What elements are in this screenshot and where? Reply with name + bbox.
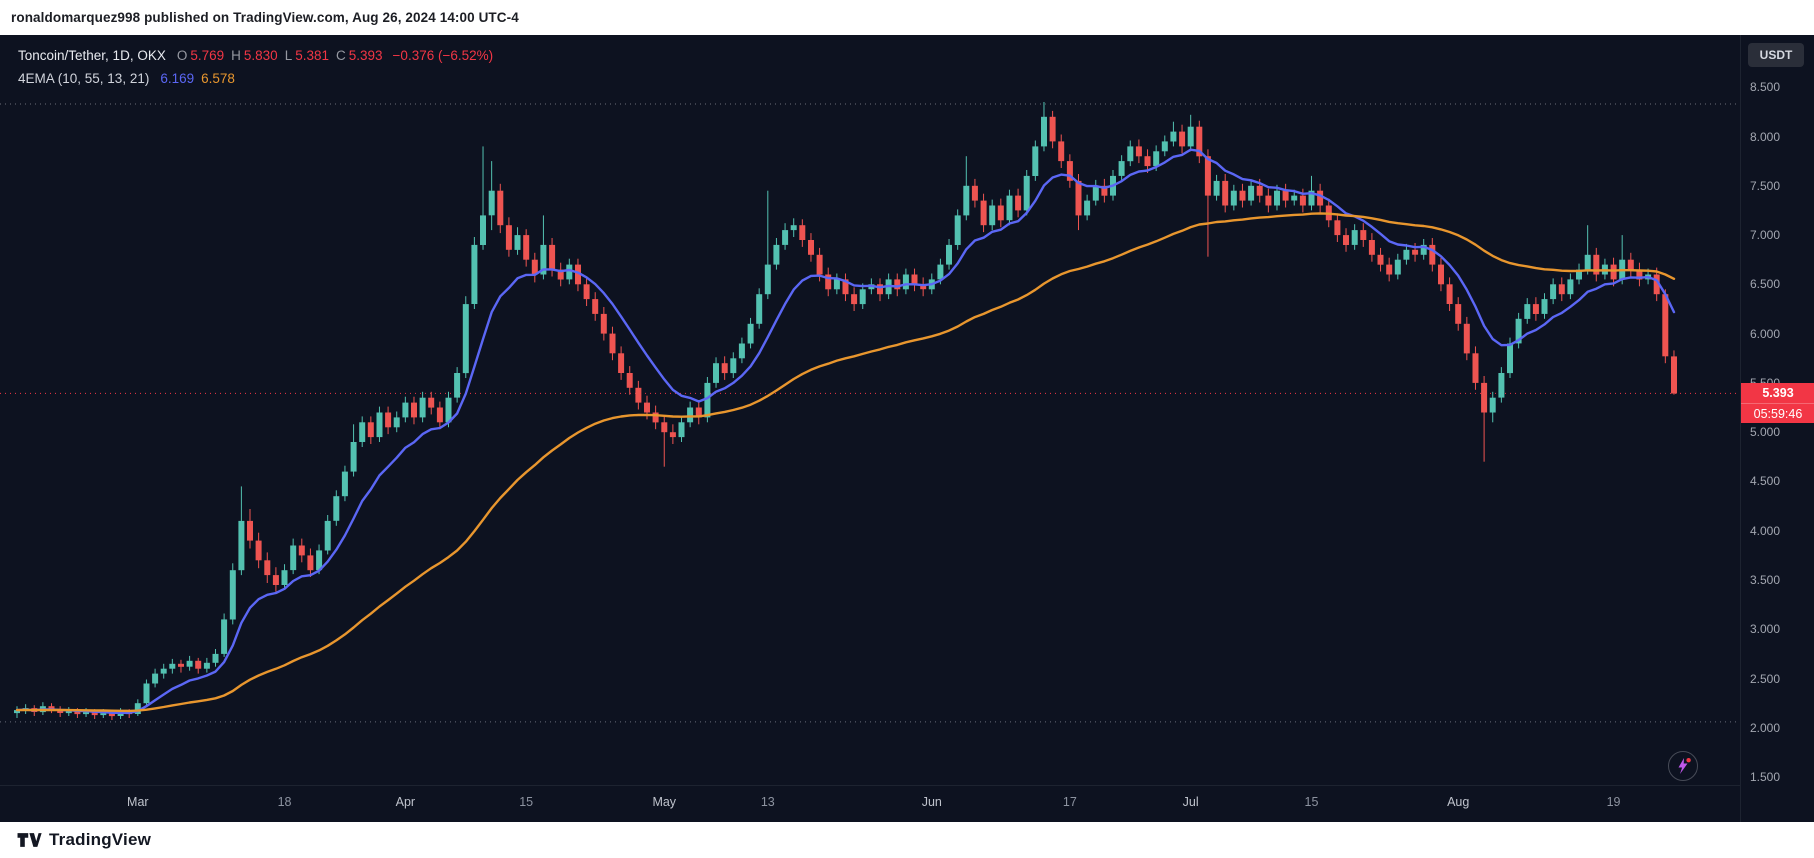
open-value: 5.769: [190, 48, 225, 63]
time-tick-label: Jun: [921, 795, 942, 809]
low-label: L: [284, 48, 293, 63]
price-tick-label: 7.500: [1750, 178, 1781, 193]
ema-slow-line: [15, 212, 1676, 713]
tradingview-logo-icon[interactable]: [16, 830, 42, 850]
price-tick-label: 8.500: [1750, 80, 1781, 95]
last-price-badge: 5.393 05:59:46: [1741, 383, 1814, 424]
low-value: 5.381: [295, 48, 329, 63]
chart-area[interactable]: Toncoin/Tether, 1D, OKX O 5.769 H 5.830 …: [0, 35, 1740, 785]
chart-region: Toncoin/Tether, 1D, OKX O 5.769 H 5.830 …: [0, 35, 1814, 822]
time-tick-label: Apr: [395, 795, 416, 809]
bar-countdown: 05:59:46: [1741, 403, 1814, 424]
publish-info-bar: ronaldomarquez998 published on TradingVi…: [0, 0, 1814, 35]
price-axis[interactable]: USDT 8.5008.0007.5007.0006.5006.0005.500…: [1740, 35, 1814, 822]
symbol-title[interactable]: Toncoin/Tether, 1D, OKX: [18, 48, 166, 63]
close-value: 5.393: [348, 48, 383, 63]
price-tick-label: 6.000: [1750, 326, 1781, 341]
footer-brand-text[interactable]: TradingView: [49, 830, 152, 849]
price-tick-label: 6.500: [1750, 277, 1781, 292]
price-tick-label: 3.500: [1750, 573, 1781, 587]
publish-info-text: ronaldomarquez998 published on TradingVi…: [11, 10, 519, 25]
time-tick-label: 19: [1606, 795, 1621, 809]
high-value: 5.830: [243, 48, 278, 63]
footer-bar: TradingView: [0, 822, 1814, 858]
time-tick-label: 15: [519, 795, 534, 809]
time-tick-label: 18: [277, 795, 292, 809]
time-tick-label: Mar: [127, 795, 149, 809]
change-value: −0.376 (−6.52%): [392, 48, 494, 63]
indicator-title[interactable]: 4EMA (10, 55, 13, 21): [18, 71, 150, 86]
ema-slow-value: 6.578: [201, 71, 235, 86]
symbol-row: Toncoin/Tether, 1D, OKX O 5.769 H 5.830 …: [18, 44, 493, 67]
time-tick-label: 15: [1304, 795, 1319, 809]
price-tick-label: 1.500: [1750, 770, 1781, 785]
price-tick-label: 3.000: [1750, 622, 1781, 637]
price-tick-label: 2.500: [1750, 671, 1781, 686]
price-tick-label: 5.000: [1750, 425, 1781, 440]
price-tick-label: 4.000: [1750, 523, 1781, 538]
price-chart-svg[interactable]: [0, 35, 1740, 785]
price-tick-label: 4.500: [1750, 474, 1781, 489]
ema-fast-line: [15, 148, 1676, 715]
close-label: C: [336, 48, 346, 63]
time-axis[interactable]: Mar 18 Apr 15 May 13 Jun 17 Jul 15 Aug 19: [0, 785, 1740, 822]
high-label: H: [231, 48, 241, 63]
level-lines-layer: [0, 103, 1740, 723]
open-label: O: [176, 48, 188, 63]
time-tick-label: 13: [760, 795, 775, 809]
price-tick-label: 2.000: [1750, 720, 1781, 735]
currency-button[interactable]: USDT: [1748, 43, 1804, 67]
last-price-value: 5.393: [1741, 383, 1814, 404]
lightning-icon: [1678, 758, 1691, 774]
boost-icon[interactable]: [1668, 751, 1698, 781]
time-tick-label: Jul: [1182, 795, 1199, 809]
price-tick-label: 7.000: [1750, 228, 1781, 243]
time-tick-label: 17: [1062, 795, 1077, 809]
ema-fast-value: 6.169: [160, 71, 195, 86]
time-tick-label: May: [652, 795, 677, 809]
price-tick-label: 8.000: [1750, 129, 1781, 144]
candles-layer: [14, 102, 1677, 720]
time-tick-label: Aug: [1447, 795, 1470, 809]
chart-legend: Toncoin/Tether, 1D, OKX O 5.769 H 5.830 …: [18, 44, 493, 90]
indicator-row: 4EMA (10, 55, 13, 21) 6.169 6.578: [18, 67, 493, 90]
